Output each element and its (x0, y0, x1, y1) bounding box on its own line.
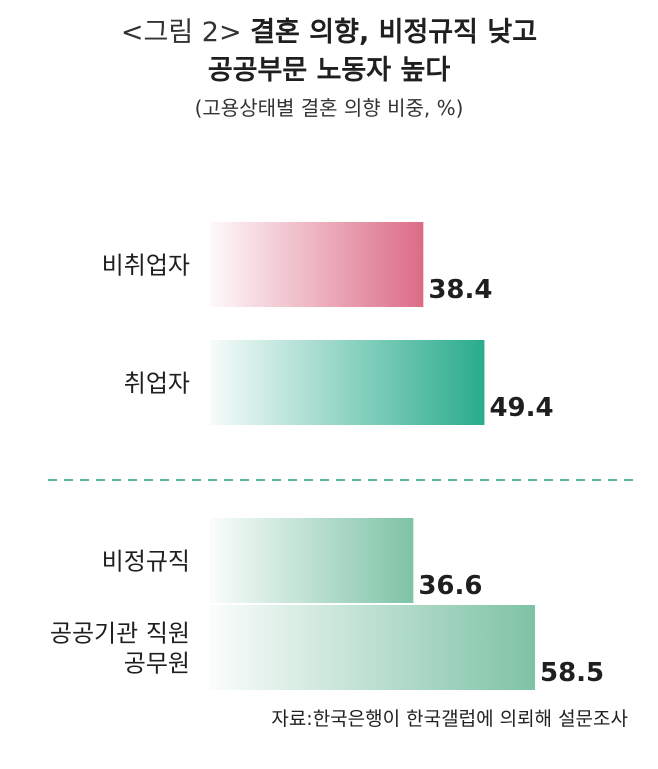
chart-title-line-2: 공공부문 노동자 높다 (207, 55, 451, 86)
category-label: 취업자 (124, 370, 190, 398)
bar (210, 340, 485, 425)
chart-subtitle: (고용상태별 결혼 의향 비중, %) (194, 96, 464, 120)
bar (210, 222, 424, 307)
category-label: 비정규직 (102, 548, 190, 576)
chart-title: 결혼 의향, 비정규직 낮고 (250, 17, 538, 48)
category-label: 비취업자 (102, 252, 190, 280)
bar (210, 518, 414, 603)
category-label: 공공기관 직원 (50, 620, 190, 648)
title-line-1: <그림 2> 결혼 의향, 비정규직 낮고 (0, 14, 658, 52)
bar-value-label: 36.6 (418, 571, 482, 601)
bar (210, 605, 535, 690)
bar-value-label: 38.4 (428, 275, 492, 305)
figure-label: <그림 2> (120, 17, 242, 48)
bar-value-label: 58.5 (540, 658, 604, 688)
bar-value-label: 49.4 (489, 393, 553, 423)
source-note: 자료:한국은행이 한국갤럽에 의뢰해 설문조사 (271, 708, 628, 730)
title-block: <그림 2> 결혼 의향, 비정규직 낮고 공공부문 노동자 높다 (고용상태별… (0, 14, 658, 122)
category-label: 공무원 (124, 650, 190, 678)
